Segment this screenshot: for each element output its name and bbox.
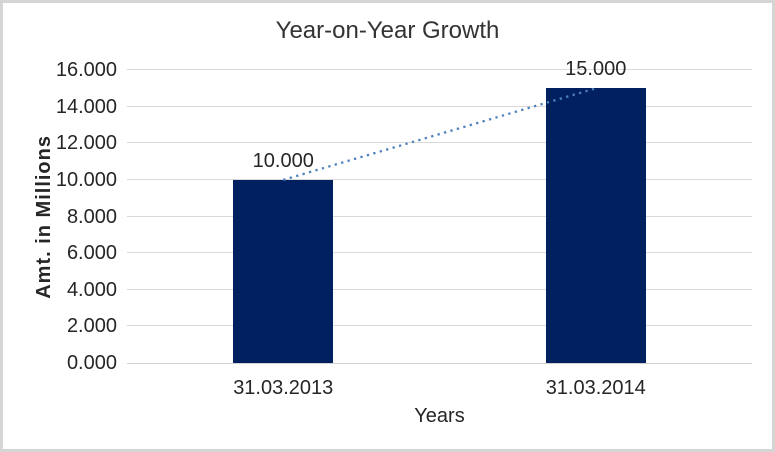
x-tick-label: 31.03.2014	[545, 377, 646, 399]
y-tick-label: 16.000	[55, 59, 117, 81]
gridline	[127, 325, 752, 326]
bar	[545, 88, 646, 363]
y-tick-label: 14.000	[55, 95, 117, 118]
bar-value-label: 15.000	[565, 58, 627, 81]
y-tick-label: 0.000	[66, 352, 117, 374]
x-axis-title: Years	[414, 405, 465, 427]
gridline	[127, 289, 752, 290]
x-axis-line	[127, 363, 752, 364]
gridline	[127, 216, 752, 217]
bar-value-label: 10.000	[252, 149, 314, 172]
gridline	[127, 252, 752, 253]
gridline	[127, 179, 752, 180]
chart-title: Year-on-Year Growth	[275, 17, 500, 44]
y-tick-label: 4.000	[66, 278, 117, 301]
y-tick-label: 10.000	[55, 168, 117, 191]
y-tick-label: 2.000	[66, 315, 117, 338]
gridline	[127, 142, 752, 143]
bar	[233, 179, 334, 363]
gridline	[127, 106, 752, 107]
y-tick-label: 8.000	[66, 205, 117, 228]
gridline	[127, 69, 752, 70]
y-tick-label: 12.000	[55, 132, 117, 155]
y-tick-label: 6.000	[66, 242, 117, 265]
plot-area: 10.000 15.000	[127, 58, 752, 364]
trendline-segment	[282, 87, 597, 181]
trendline	[282, 87, 597, 181]
x-tick-label: 31.03.2013	[233, 377, 334, 399]
